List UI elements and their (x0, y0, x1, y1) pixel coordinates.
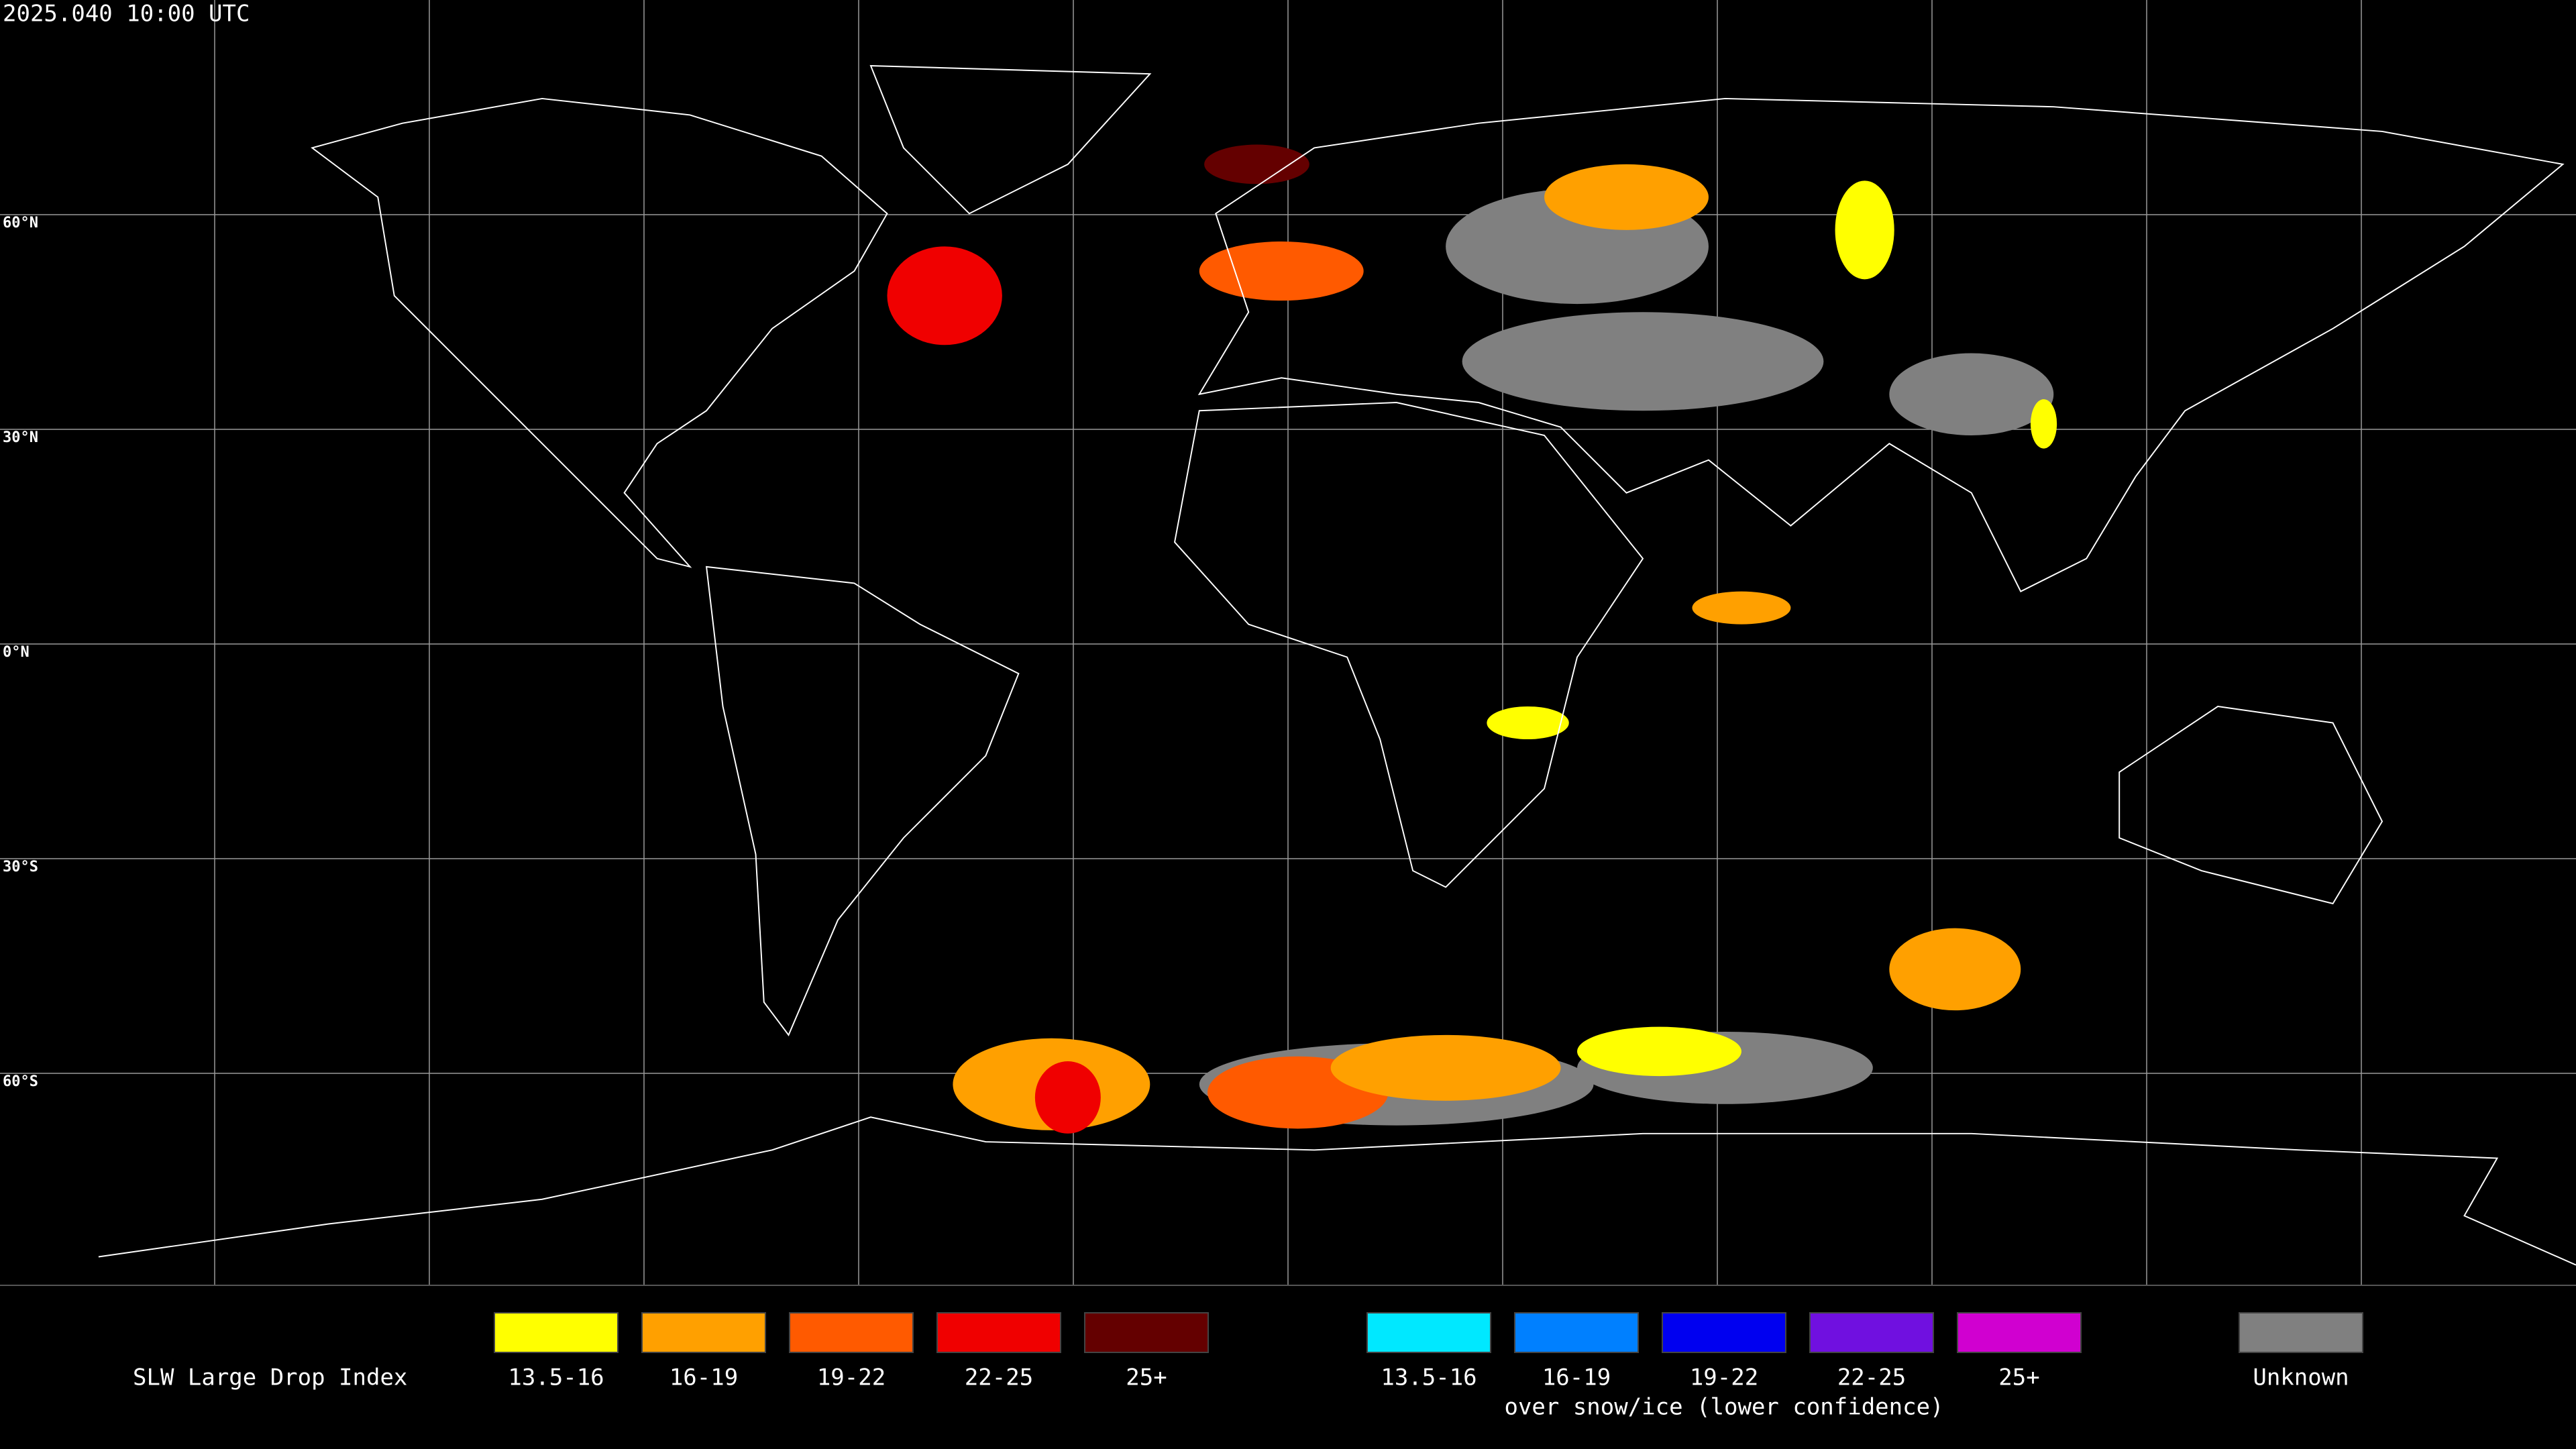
legend-swatch (1514, 1312, 1639, 1353)
legend-swatch (494, 1312, 619, 1353)
legend-title: SLW Large Drop Index (133, 1364, 407, 1391)
legend-label: 13.5-16 (1381, 1364, 1477, 1391)
legend-label: 13.5-16 (508, 1364, 604, 1391)
latitude-labels: 60°N 30°N 0°N 30°S 60°S (3, 215, 38, 1090)
basemap (98, 64, 2576, 1266)
legend-label: 19-22 (1690, 1364, 1758, 1391)
latitude-label: 60°S (3, 1073, 38, 1090)
cloud-areas (887, 144, 2057, 1134)
legend-swatch (1809, 1312, 1934, 1353)
legend-label: Unknown (2253, 1364, 2349, 1391)
legend-swatch (641, 1312, 766, 1353)
coastlines (98, 64, 2576, 1266)
legend-label: 25+ (1998, 1364, 2039, 1391)
legend-label: 16-19 (669, 1364, 738, 1391)
legend-label: 25+ (1126, 1364, 1167, 1391)
legend-swatch (789, 1312, 914, 1353)
latitude-label: 60°N (3, 215, 38, 231)
legend-label: 22-25 (1837, 1364, 1906, 1391)
legend-swatch (1366, 1312, 1491, 1353)
legend-swatch (936, 1312, 1061, 1353)
graticule (0, 0, 2576, 1285)
latitude-label: 0°N (3, 644, 30, 661)
timestamp: 2025.040 10:00 UTC (3, 1, 250, 28)
legend-label: 19-22 (817, 1364, 885, 1391)
legend-swatch (2239, 1312, 2363, 1353)
legend-swatch (1957, 1312, 2082, 1353)
legend-swatch (1084, 1312, 1209, 1353)
legend: 13.5-16 16-19 19-22 22-25 25+ 13.5-16 16-19 19-… (494, 1312, 2363, 1421)
latitude-label: 30°N (3, 429, 38, 446)
legend-label: 22-25 (965, 1364, 1033, 1391)
legend-swatch (1662, 1312, 1786, 1353)
latitude-label: 30°S (3, 859, 38, 875)
legend-caption: over snow/ice (lower confidence) (1504, 1394, 1943, 1421)
legend-label: 16-19 (1542, 1364, 1611, 1391)
